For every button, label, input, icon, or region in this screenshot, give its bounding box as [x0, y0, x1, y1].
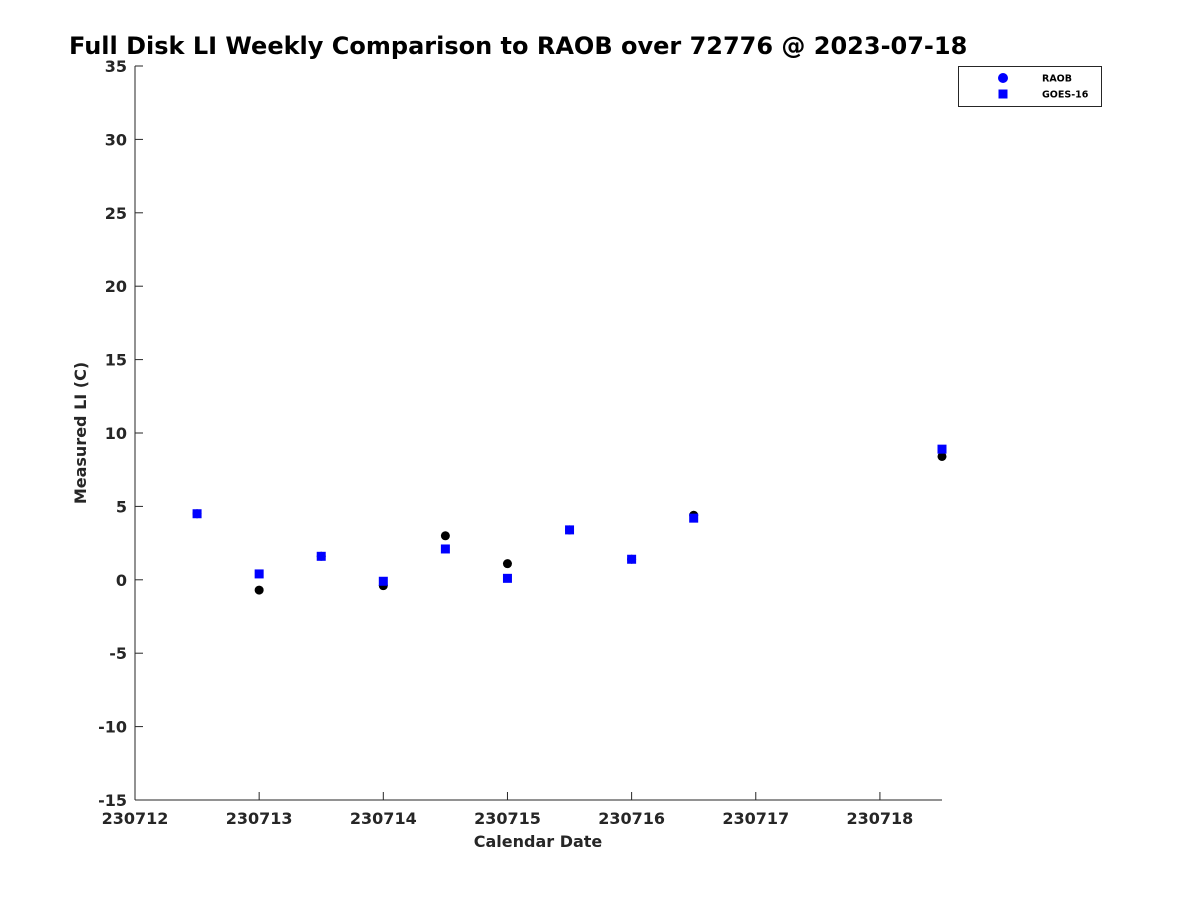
data-point-goes16: [565, 525, 575, 535]
data-point-goes16: [627, 554, 637, 564]
x-tick-label: 230714: [350, 809, 417, 828]
axes: [134, 66, 942, 801]
y-tick-label: 5: [116, 497, 127, 516]
x-tick-label: 230715: [474, 809, 541, 828]
legend-box: [958, 66, 1102, 107]
y-tick-label: 15: [105, 351, 127, 370]
data-point-goes16: [254, 569, 264, 579]
plot-markers: [192, 444, 947, 595]
data-point-goes16: [316, 551, 326, 561]
legend-marker-goes16: [998, 89, 1008, 99]
data-point-raob: [502, 559, 512, 569]
y-tick-label: 35: [105, 57, 127, 76]
x-tick-label: 230717: [722, 809, 789, 828]
y-tick-label: 30: [105, 130, 127, 149]
y-tick-label: 0: [116, 571, 127, 590]
legend-label-goes16: GOES-16: [1042, 90, 1089, 101]
data-point-goes16: [378, 576, 388, 586]
y-axis-label: Measured LI (C): [71, 362, 90, 504]
data-point-raob: [254, 585, 264, 595]
data-point-goes16: [192, 509, 202, 519]
legend-marker-raob: [998, 73, 1008, 83]
y-tick-label: 25: [105, 204, 127, 223]
legend-label-raob: RAOB: [1042, 74, 1072, 85]
y-tick-label: -5: [109, 644, 127, 663]
data-point-goes16: [440, 544, 450, 554]
data-point-raob: [440, 531, 450, 541]
y-tick-label: 10: [105, 424, 127, 443]
data-point-raob: [937, 451, 947, 461]
data-point-goes16: [689, 513, 699, 523]
x-tick-label: 230712: [102, 809, 169, 828]
data-point-goes16: [937, 444, 947, 454]
x-axis-label: Calendar Date: [474, 832, 603, 851]
x-tick-label: 230713: [226, 809, 293, 828]
chart-title: Full Disk LI Weekly Comparison to RAOB o…: [69, 32, 967, 60]
data-point-goes16: [502, 573, 512, 583]
y-tick-label: -15: [98, 791, 127, 810]
legend: RAOB GOES-16: [958, 66, 1102, 107]
y-ticks: -15 -10 -5 0 5 10 15 20 25 30 35: [98, 57, 143, 810]
x-tick-label: 230718: [847, 809, 914, 828]
y-tick-label: -10: [98, 718, 127, 737]
x-ticks: 230712 230713 230714 230715 230716 230717 2307…: [102, 792, 914, 828]
y-tick-label: 20: [105, 277, 127, 296]
x-tick-label: 230716: [598, 809, 665, 828]
